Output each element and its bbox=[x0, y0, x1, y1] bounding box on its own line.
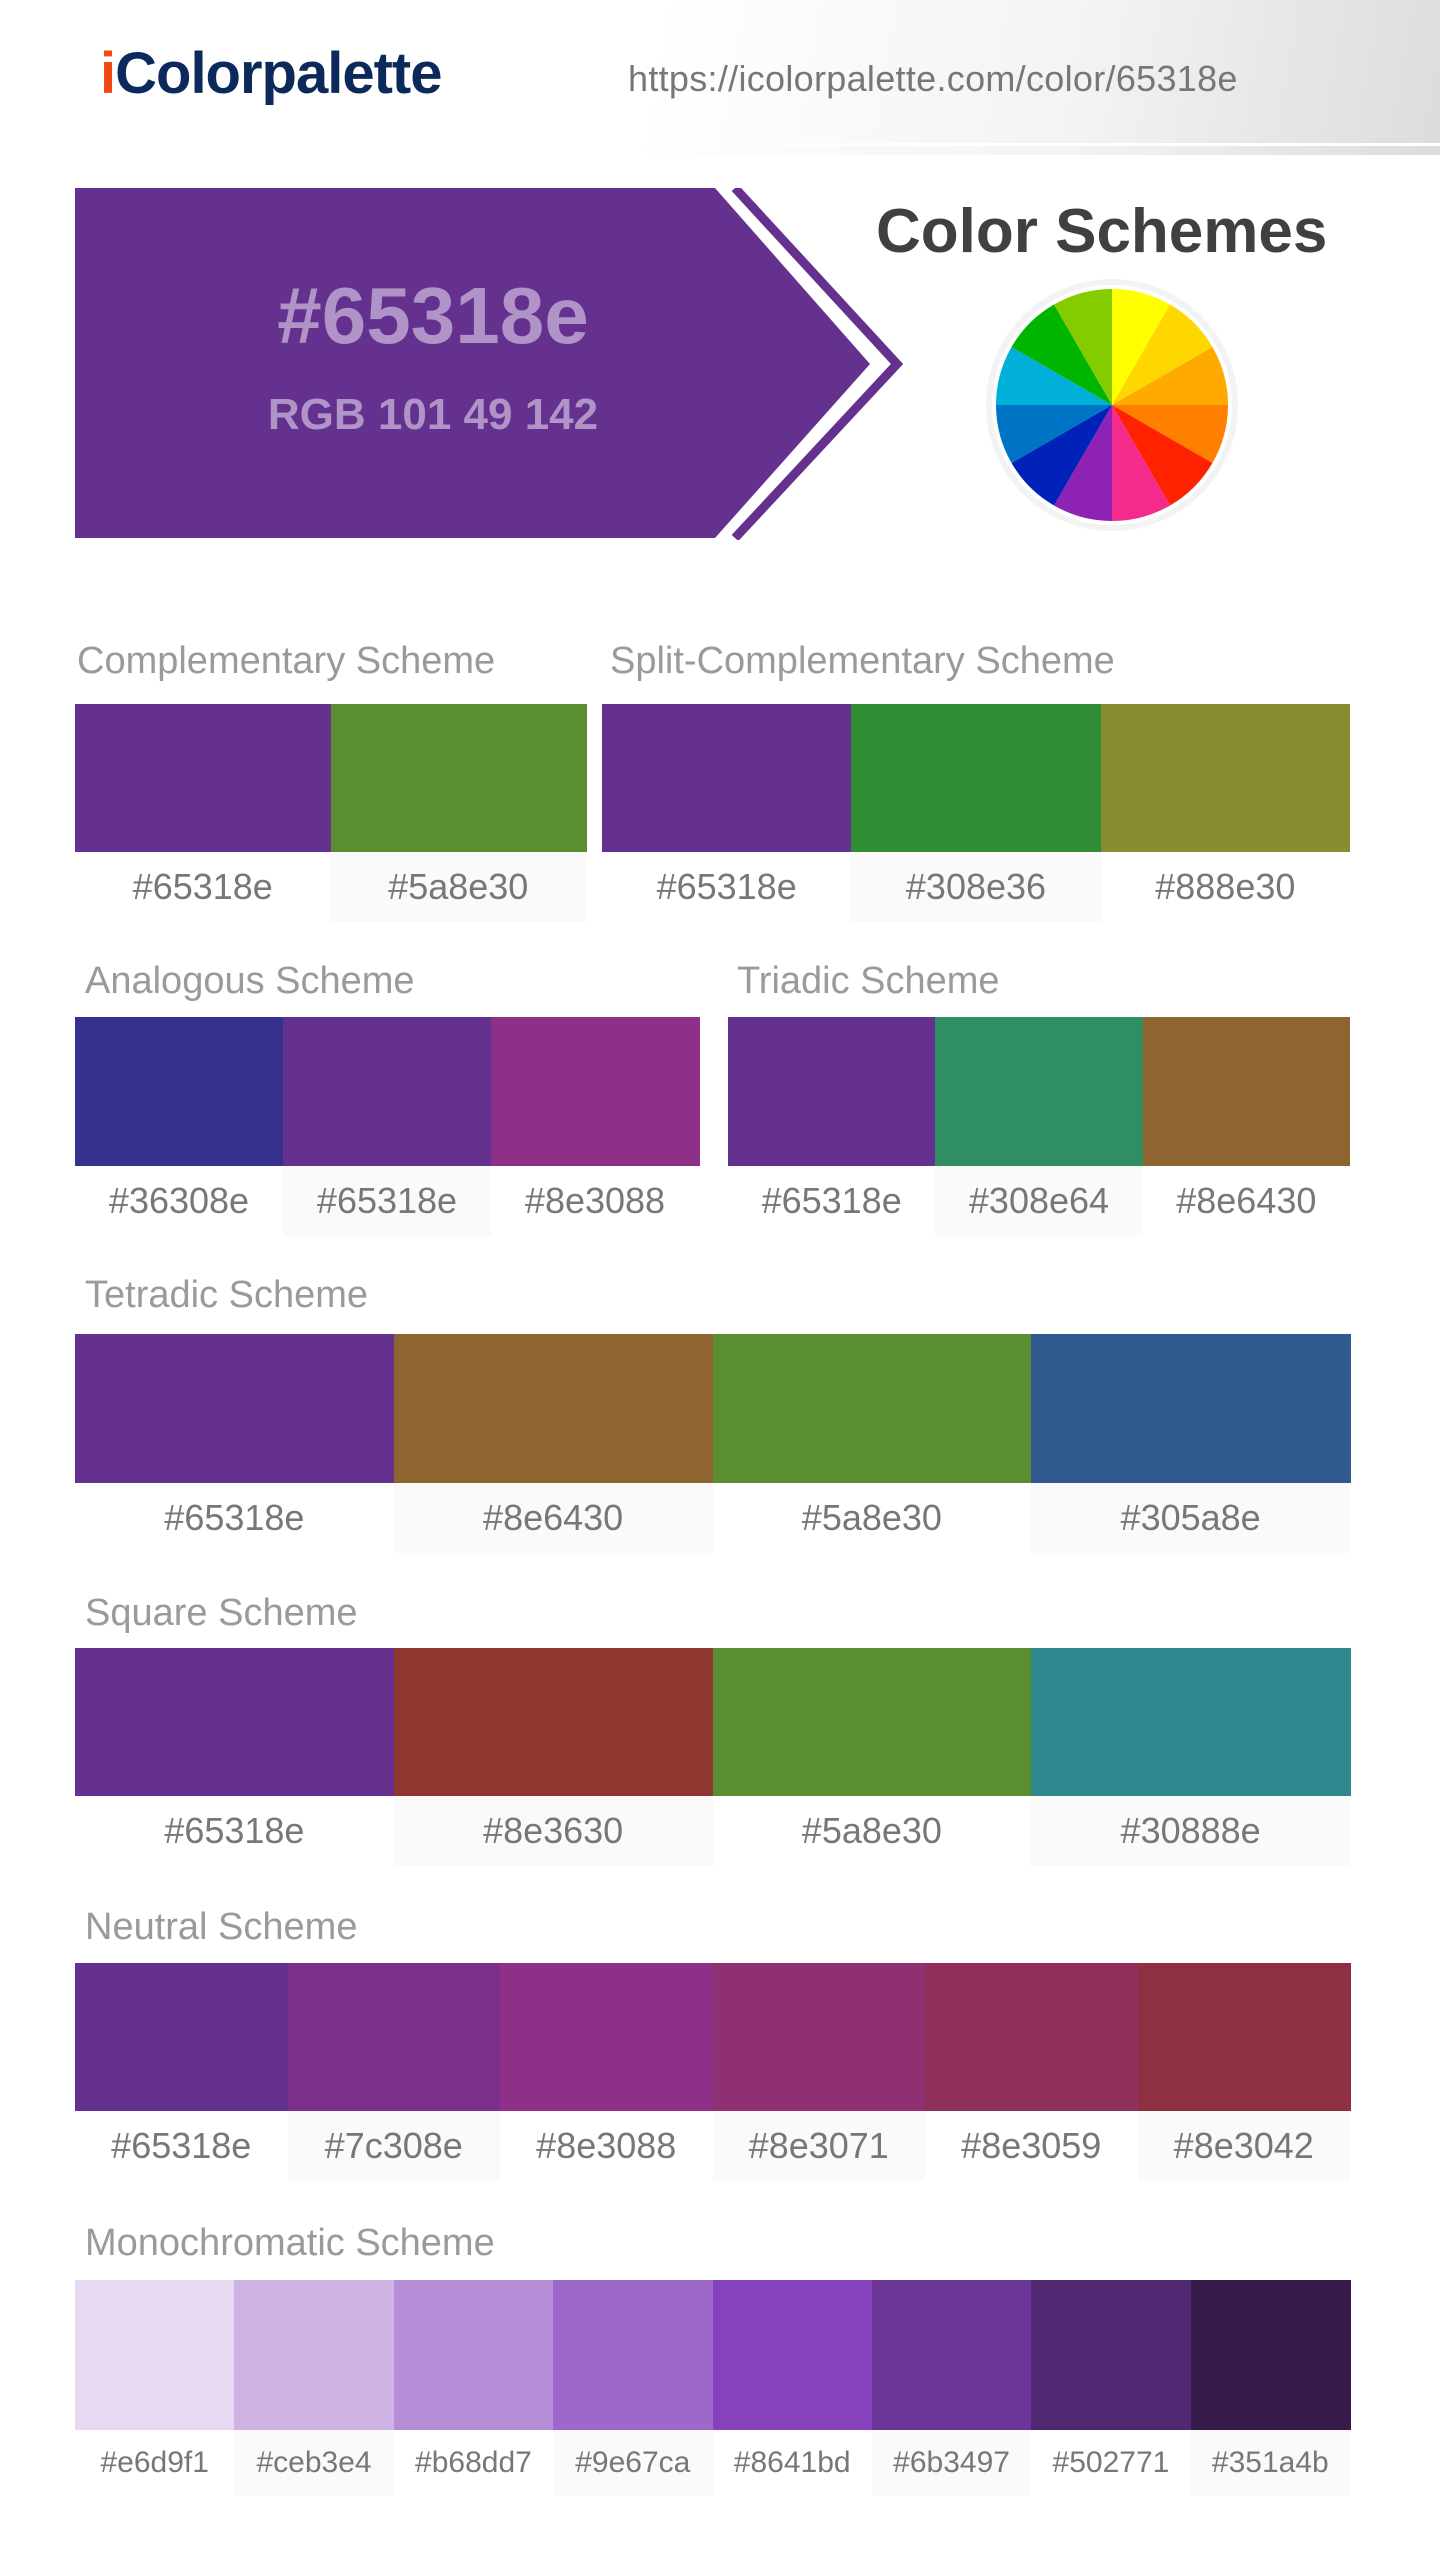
wheel-segment bbox=[1112, 405, 1213, 506]
color-swatch[interactable] bbox=[287, 1963, 501, 2111]
wheel-segment bbox=[996, 405, 1112, 463]
color-hex-label[interactable]: #8e3042 bbox=[1137, 2111, 1350, 2181]
color-hex-label[interactable]: #65318e bbox=[164, 1810, 305, 1851]
scheme-title: Neutral Scheme bbox=[85, 1906, 358, 1948]
color-hex-label[interactable]: #8e3088 bbox=[524, 1180, 666, 1221]
color-hex-label[interactable]: #ceb3e4 bbox=[234, 2430, 394, 2496]
color-swatch[interactable] bbox=[712, 2280, 873, 2430]
scheme-title: Analogous Scheme bbox=[85, 960, 415, 1002]
scheme-title: Square Scheme bbox=[85, 1592, 358, 1634]
color-hex-label[interactable]: #65318e bbox=[164, 1497, 305, 1538]
color-hex-label[interactable]: #b68dd7 bbox=[415, 2446, 532, 2479]
color-swatch[interactable] bbox=[851, 704, 1102, 852]
wheel-segment bbox=[1112, 405, 1170, 521]
page-url: https://icolorpalette.com/color/65318e bbox=[628, 58, 1238, 99]
wheel-segment bbox=[1112, 405, 1228, 463]
color-hex-label[interactable]: #65318e bbox=[111, 2125, 252, 2166]
color-hex-label[interactable]: #351a4b bbox=[1190, 2430, 1350, 2496]
color-hex-label[interactable]: #8e3088 bbox=[536, 2125, 677, 2166]
color-swatch[interactable] bbox=[935, 1017, 1144, 1166]
color-hex-label[interactable]: #8e3630 bbox=[393, 1796, 713, 1866]
color-hex-label[interactable]: #8e6430 bbox=[1176, 1180, 1317, 1221]
color-swatch[interactable] bbox=[602, 704, 852, 852]
color-hex-label[interactable]: #5a8e30 bbox=[801, 1810, 942, 1851]
color-swatch[interactable] bbox=[491, 1017, 700, 1166]
color-swatch[interactable] bbox=[500, 1963, 713, 2111]
color-wheel bbox=[986, 279, 1238, 531]
color-hex-label[interactable]: #308e36 bbox=[851, 852, 1101, 922]
color-hex-label[interactable]: #8e6430 bbox=[393, 1483, 713, 1553]
color-swatch[interactable] bbox=[75, 1334, 395, 1483]
color-hex-label[interactable]: #7c308e bbox=[287, 2111, 500, 2181]
color-swatch[interactable] bbox=[728, 1017, 936, 1166]
scheme-title: Monochromatic Scheme bbox=[85, 2222, 495, 2264]
color-hex-label[interactable]: #6b3497 bbox=[871, 2430, 1032, 2496]
wheel-segment bbox=[1011, 405, 1112, 506]
color-hex-label[interactable]: #8e3071 bbox=[712, 2111, 925, 2181]
color-swatch[interactable] bbox=[75, 1648, 395, 1796]
color-swatch[interactable] bbox=[75, 2280, 235, 2430]
color-swatch[interactable] bbox=[234, 2280, 395, 2430]
color-hex-label[interactable]: #65318e bbox=[761, 1180, 902, 1221]
color-hex-label[interactable]: #30888e bbox=[1031, 1796, 1350, 1866]
color-hex-label[interactable]: #8e3059 bbox=[961, 2125, 1102, 2166]
wheel-segment bbox=[1054, 289, 1112, 405]
color-swatch[interactable] bbox=[393, 2280, 554, 2430]
color-hex-label[interactable]: #65318e bbox=[656, 866, 797, 907]
color-hex-label[interactable]: #65318e bbox=[132, 866, 273, 907]
color-hex-label[interactable]: #e6d9f1 bbox=[100, 2446, 209, 2479]
color-schemes-title: Color Schemes bbox=[876, 197, 1328, 266]
color-hex-label[interactable]: #65318e bbox=[283, 1166, 491, 1236]
wheel-segment bbox=[1112, 304, 1213, 405]
color-hex-label[interactable]: #888e30 bbox=[1155, 866, 1296, 907]
color-swatch[interactable] bbox=[553, 2280, 713, 2430]
color-swatch[interactable] bbox=[712, 1334, 1032, 1483]
color-hex-label[interactable]: #8641bd bbox=[733, 2446, 851, 2479]
color-swatch[interactable] bbox=[1031, 1334, 1351, 1483]
color-swatch[interactable] bbox=[1137, 1963, 1351, 2111]
scheme-title: Complementary Scheme bbox=[77, 640, 496, 682]
wheel-segment bbox=[1054, 405, 1112, 521]
wheel-segment bbox=[996, 347, 1112, 405]
scheme-title: Triadic Scheme bbox=[737, 960, 1000, 1002]
color-hex-label[interactable]: #5a8e30 bbox=[801, 1497, 942, 1538]
banner-chevron bbox=[731, 188, 904, 540]
color-swatch[interactable] bbox=[712, 1648, 1032, 1796]
color-hex-label[interactable]: #5a8e30 bbox=[330, 852, 586, 922]
color-swatch[interactable] bbox=[1031, 1648, 1351, 1796]
color-swatch[interactable] bbox=[871, 2280, 1032, 2430]
color-swatch[interactable] bbox=[393, 1648, 713, 1796]
color-swatch[interactable] bbox=[75, 704, 331, 852]
main-hex: #65318e bbox=[277, 271, 589, 360]
header-divider bbox=[560, 143, 1440, 146]
color-swatch[interactable] bbox=[1100, 704, 1351, 852]
color-swatch[interactable] bbox=[75, 1017, 284, 1166]
wheel-segment bbox=[1112, 289, 1170, 405]
scheme-title: Tetradic Scheme bbox=[85, 1274, 369, 1316]
color-swatch[interactable] bbox=[1190, 2280, 1351, 2430]
color-hex-label[interactable]: #502771 bbox=[1052, 2446, 1170, 2479]
header: iColorpalette https://icolorpalette.com/… bbox=[0, 0, 1440, 155]
color-swatch[interactable] bbox=[712, 1963, 926, 2111]
color-swatch[interactable] bbox=[1142, 1017, 1351, 1166]
color-swatch[interactable] bbox=[330, 704, 587, 852]
color-swatch[interactable] bbox=[1031, 2280, 1192, 2430]
color-hex-label[interactable]: #9e67ca bbox=[553, 2430, 713, 2496]
main-rgb: RGB 101 49 142 bbox=[267, 390, 599, 439]
banner-arrow bbox=[75, 188, 870, 538]
color-hex-label[interactable]: #305a8e bbox=[1031, 1483, 1350, 1553]
color-hex-label[interactable]: #308e64 bbox=[935, 1166, 1143, 1236]
color-swatch[interactable] bbox=[925, 1963, 1138, 2111]
color-banner bbox=[75, 188, 904, 540]
color-swatch[interactable] bbox=[283, 1017, 492, 1166]
color-swatch[interactable] bbox=[393, 1334, 713, 1483]
wheel-segment bbox=[1011, 304, 1112, 405]
logo[interactable]: iColorpalette bbox=[100, 41, 443, 106]
color-hex-label[interactable]: #36308e bbox=[108, 1180, 250, 1221]
wheel-segment bbox=[1112, 347, 1228, 405]
color-swatch[interactable] bbox=[75, 1963, 288, 2111]
scheme-title: Split-Complementary Scheme bbox=[610, 640, 1115, 682]
